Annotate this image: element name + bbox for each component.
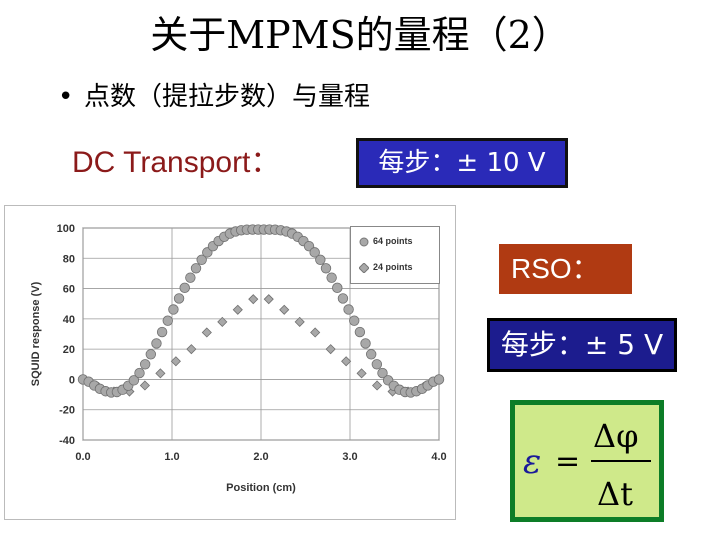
y-tick-label: -20 <box>59 405 75 417</box>
data-point-24pt <box>310 327 321 338</box>
x-tick-label: 0.0 <box>75 451 90 463</box>
rso-label: RSO： <box>511 253 600 284</box>
data-point-24pt <box>139 380 150 391</box>
data-point-24pt <box>217 316 228 327</box>
data-point-64pt <box>332 282 343 294</box>
x-axis-title: Position (cm) <box>226 482 296 494</box>
data-point-24pt <box>201 327 212 338</box>
data-point-64pt <box>196 254 207 266</box>
y-tick-label: 100 <box>57 223 75 235</box>
y-tick-label: 20 <box>63 344 75 356</box>
data-point-64pt <box>173 293 185 304</box>
rso-step-text: 每步：± 5 V <box>500 328 664 361</box>
data-point-64pt <box>179 282 190 294</box>
rso-label-box: RSO： <box>499 244 632 294</box>
data-point-64pt <box>139 359 151 370</box>
data-point-24pt <box>186 344 197 355</box>
data-point-64pt <box>320 263 332 274</box>
data-point-64pt <box>168 304 179 315</box>
rso-step-box: 每步：± 5 V <box>487 318 677 372</box>
dc-step-text: 每步：± 10 V <box>378 148 546 178</box>
data-point-64pt <box>326 272 337 283</box>
formula-numerator: Δφ <box>593 417 639 455</box>
formula-box: ε = Δφ Δt <box>510 400 664 522</box>
legend-label-64: 64 points <box>373 236 413 246</box>
data-point-64pt <box>365 349 377 360</box>
data-point-24pt <box>279 304 290 315</box>
x-tick-label: 1.0 <box>164 451 179 463</box>
data-point-24pt <box>263 294 274 305</box>
dc-transport-label: DC Transport： <box>72 146 281 179</box>
y-tick-label: 60 <box>63 284 75 296</box>
data-point-24pt <box>155 368 166 379</box>
data-point-64pt <box>156 326 168 338</box>
y-tick-label: 40 <box>63 314 75 326</box>
slide-title: 关于MPMS的量程（2） <box>150 13 570 57</box>
diamond-marker-icon <box>358 261 370 274</box>
emf-formula: ε = Δφ Δt <box>523 417 651 513</box>
data-point-64pt <box>190 263 202 274</box>
data-point-64pt <box>134 367 145 379</box>
legend-label-24: 24 points <box>373 262 413 272</box>
data-point-24pt <box>232 304 243 315</box>
formula-denominator: Δt <box>597 475 633 513</box>
chart-legend: 64 points 24 points <box>350 226 440 284</box>
formula-lhs: ε <box>523 442 541 482</box>
data-point-64pt <box>337 293 349 304</box>
data-point-64pt <box>377 367 388 379</box>
bullet-text: 点数（提拉步数）与量程 <box>84 82 371 112</box>
data-point-64pt <box>151 338 162 349</box>
squid-response-chart: 100 80 60 40 20 0 -20 -400.0 1.0 2.0 3.0 4.0 Positio… <box>30 223 447 494</box>
dc-step-box: 每步：± 10 V <box>356 138 568 188</box>
x-tick-label: 2.0 <box>253 451 268 463</box>
data-point-64pt <box>371 359 383 370</box>
data-point-64pt <box>315 254 326 266</box>
data-point-64pt <box>162 315 173 326</box>
data-point-24pt <box>170 356 181 367</box>
data-point-64pt <box>145 349 157 360</box>
data-point-64pt <box>433 374 445 385</box>
data-point-64pt <box>354 326 366 338</box>
data-point-64pt <box>309 247 320 258</box>
y-tick-label: -40 <box>59 435 75 447</box>
x-tick-label: 3.0 <box>342 451 357 463</box>
data-point-24pt <box>325 344 336 355</box>
data-point-64pt <box>343 304 354 315</box>
data-point-24pt <box>341 356 352 367</box>
legend-item-24: 24 points <box>358 261 413 274</box>
data-point-24pt <box>372 380 383 391</box>
data-point-64pt <box>185 272 196 283</box>
data-point-24pt <box>248 294 259 305</box>
data-point-64pt <box>128 375 140 386</box>
data-point-24pt <box>356 368 367 379</box>
data-point-64pt <box>360 338 371 349</box>
x-tick-label: 4.0 <box>431 451 446 463</box>
legend-item-64: 64 points <box>359 236 413 247</box>
y-tick-label: 80 <box>63 253 75 265</box>
y-tick-label: 0 <box>69 374 75 386</box>
data-point-24pt <box>294 316 305 327</box>
data-point-64pt <box>349 315 360 326</box>
circle-marker-icon <box>359 237 369 247</box>
bullet-point: • 点数（提拉步数）与量程 <box>58 80 370 114</box>
y-axis-title: SQUID response (V) <box>30 281 42 386</box>
formula-equals: = <box>555 444 580 479</box>
bullet-dot: • <box>58 82 74 112</box>
